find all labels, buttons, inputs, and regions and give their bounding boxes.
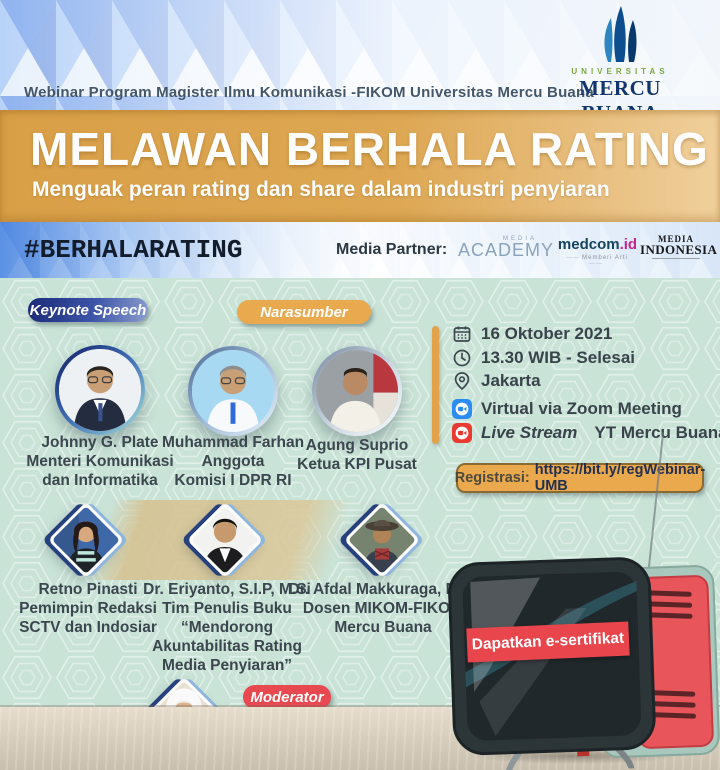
speaker-name-johnny: Johnny G. Plate Menteri Komunikasi dan I…: [26, 434, 174, 489]
event-livestream-label: Live Stream: [481, 423, 578, 442]
event-time-row: 13.30 WIB - Selesai: [452, 348, 635, 368]
avatar-johnny: [59, 349, 141, 431]
media-indonesia-rule: [652, 258, 700, 262]
speaker-name-farhan: Muhammad Farhan Anggota Komisi I DPR RI: [161, 434, 305, 489]
medcom-logo: medcom.id Memberi Arti: [556, 236, 638, 267]
media-academy-logo-top: MEDIA: [502, 236, 537, 242]
speaker-name-afdal: Dr. Afdal Makkuraga, M.Si Dosen MIKOM-FI…: [288, 581, 478, 636]
speaker-photo-agung-suprio: [312, 346, 402, 436]
speaker-photo-johnny-g-plate: [55, 345, 145, 435]
keynote-speech-badge: Keynote Speech: [28, 298, 148, 322]
speaker-name-agung: Agung Suprio Ketua KPI Pusat: [297, 437, 417, 473]
registration-link[interactable]: Registrasi: https://bit.ly/regWebinar-UM…: [454, 462, 706, 494]
event-location-row: Jakarta: [452, 371, 541, 391]
media-indonesia-logo-main: INDONESIA: [640, 242, 718, 257]
map-pin-icon: [454, 372, 470, 391]
event-location: Jakarta: [481, 371, 541, 390]
logo-universitas-text: UNIVERSITAS: [571, 67, 669, 76]
poster-title: MELAWAN BERHALA RATING: [30, 123, 709, 175]
speaker-photo-muhammad-farhan: [188, 346, 278, 436]
triangle-pattern-decoration: [0, 0, 720, 110]
media-partner-bar: #BERHALARATING Media Partner: MEDIA ACAD…: [0, 222, 720, 280]
event-date-row: 16 Oktober 2021: [452, 324, 612, 344]
media-academy-logo: MEDIA ACADEMY: [458, 236, 554, 261]
header: Webinar Program Magister Ilmu Komunikasi…: [0, 0, 720, 125]
event-livestream-row: Live Stream YT Mercu Buana: [452, 423, 720, 443]
header-tagline: Webinar Program Magister Ilmu Komunikasi…: [24, 84, 594, 101]
speaker-name-retno: Retno Pinasti Pemimpin Redaksi SCTV dan …: [19, 581, 157, 636]
medcom-tagline: Memberi Arti: [556, 255, 636, 267]
hashtag-text: #BERHALARATING: [24, 235, 243, 265]
info-divider-bar: [432, 326, 439, 444]
event-zoom-text: Virtual via Zoom Meeting: [481, 399, 682, 418]
clock-icon: [453, 349, 471, 367]
avatar-farhan: [192, 350, 274, 432]
calendar-icon: [453, 326, 471, 342]
zoom-meeting-icon: [452, 399, 472, 419]
poster-subtitle: Menguak peran rating dan share dalam ind…: [32, 178, 610, 201]
event-date: 16 Oktober 2021: [481, 324, 613, 343]
event-time: 13.30 WIB - Selesai: [481, 348, 636, 367]
university-logo: UNIVERSITAS MERCU BUANA: [540, 4, 700, 126]
mercu-buana-drop-icon: [604, 6, 637, 62]
avatar-agung: [316, 350, 398, 432]
title-banner: MELAWAN BERHALA RATING Menguak peran rat…: [0, 110, 720, 222]
medcom-id-suffix: .id: [619, 236, 638, 253]
event-livestream-channel: YT Mercu Buana: [594, 423, 720, 442]
speaker-name-eriyanto: Dr. Eriyanto, S.I.P, M.Si Tim Penulis Bu…: [143, 581, 311, 674]
registration-label: Registrasi:: [454, 470, 530, 486]
triangle-pattern-decoration: [0, 222, 720, 278]
media-academy-logo-main: ACADEMY: [458, 240, 555, 260]
e-certificate-banner: Dapatkan e-sertifikat: [466, 621, 630, 663]
live-stream-icon: [452, 423, 472, 443]
registration-url[interactable]: https://bit.ly/regWebinar-UMB: [534, 462, 706, 494]
narasumber-badge: Narasumber: [237, 300, 371, 324]
desk-edge: [0, 705, 720, 708]
media-indonesia-logo: MEDIA INDONESIA: [640, 234, 718, 262]
moderator-badge: Moderator: [243, 685, 331, 709]
event-zoom-row: Virtual via Zoom Meeting: [452, 399, 682, 419]
media-indonesia-logo-top: MEDIA: [658, 234, 694, 244]
media-partner-label: Media Partner:: [336, 241, 448, 258]
medcom-wordmark: medcom: [557, 236, 620, 253]
